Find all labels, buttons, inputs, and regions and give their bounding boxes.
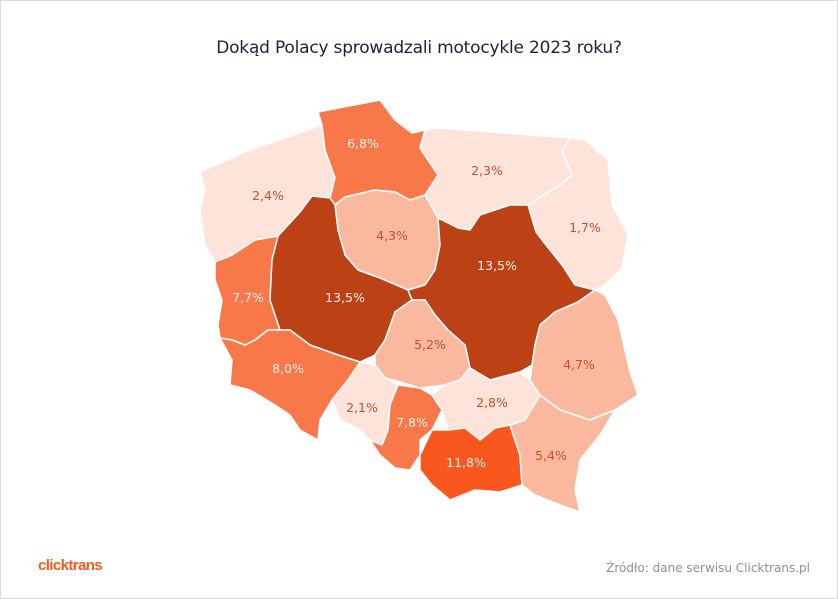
label-dolnoslaskie: 8,0% (272, 361, 304, 376)
label-lubelskie: 4,7% (563, 357, 595, 372)
label-wielkopolskie: 13,5% (325, 290, 365, 305)
label-lubuskie: 7,7% (232, 290, 264, 305)
label-warminsko-mazurskie: 2,3% (471, 163, 503, 178)
label-opolskie: 2,1% (346, 400, 378, 415)
region-pomorskie[interactable] (317, 99, 439, 206)
label-lodzkie: 5,2% (414, 337, 446, 352)
chart-title: Dokąd Polacy sprowadzali motocykle 2023 … (216, 38, 622, 58)
source-note: Źródło: dane serwisu Clicktrans.pl (606, 561, 810, 575)
label-kujawsko-pomorskie: 4,3% (376, 228, 408, 243)
label-swietokrzyskie: 2,8% (476, 395, 508, 410)
clicktrans-logo: clicktrans (38, 557, 103, 574)
label-slaskie: 7,8% (396, 415, 428, 430)
label-podkarpackie: 5,4% (535, 448, 567, 463)
label-malopolskie: 11,8% (446, 455, 486, 470)
label-pomorskie: 6,8% (347, 136, 379, 151)
region-podkarpackie[interactable] (509, 394, 616, 513)
region-lodzkie[interactable] (374, 299, 471, 389)
region-malopolskie[interactable] (419, 424, 523, 501)
label-podlaskie: 1,7% (569, 220, 601, 235)
label-zachodniopomorskie: 2,4% (252, 188, 284, 203)
label-mazowieckie: 13,5% (477, 258, 517, 273)
